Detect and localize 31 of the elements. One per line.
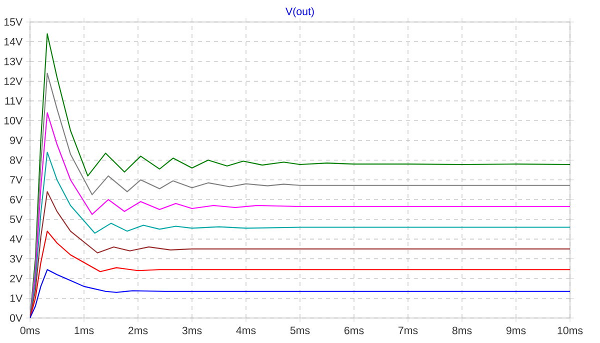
x-tick-label: 8ms: [452, 326, 472, 334]
y-tick-label: 2V: [10, 274, 23, 282]
x-tick-label: 3ms: [182, 326, 202, 334]
y-tick-label: 4V: [10, 235, 23, 243]
y-tick-label: 5V: [10, 216, 23, 224]
y-tick-label: 6V: [10, 196, 23, 204]
y-tick-label: 13V: [4, 58, 23, 66]
x-tick-label: 9ms: [506, 326, 526, 334]
chart-title: V(out): [286, 7, 314, 18]
x-tick-label: 0ms: [20, 326, 40, 334]
y-tick-label: 3V: [10, 255, 23, 263]
y-tick-label: 1V: [10, 294, 23, 302]
y-tick-label: 0V: [10, 314, 23, 322]
y-tick-label: 15V: [4, 18, 23, 26]
y-tick-label: 7V: [10, 176, 23, 184]
x-tick-label: 7ms: [398, 326, 418, 334]
y-tick-label: 10V: [4, 116, 23, 124]
x-tick-label: 6ms: [344, 326, 364, 334]
x-tick-label: 5ms: [290, 326, 310, 334]
line-series: [30, 230, 570, 318]
y-tick-label: 11V: [5, 97, 23, 105]
y-tick-label: 14V: [4, 38, 23, 46]
line-series: [30, 191, 570, 318]
x-tick-label: 2ms: [128, 326, 148, 334]
y-tick-label: 12V: [4, 77, 23, 85]
line-series: [30, 269, 570, 318]
y-tick-label: 9V: [10, 136, 23, 144]
x-tick-label: 1ms: [74, 326, 94, 334]
y-tick-label: 8V: [10, 156, 23, 164]
x-tick-label: 10ms: [558, 326, 583, 334]
x-tick-label: 4ms: [236, 326, 256, 334]
